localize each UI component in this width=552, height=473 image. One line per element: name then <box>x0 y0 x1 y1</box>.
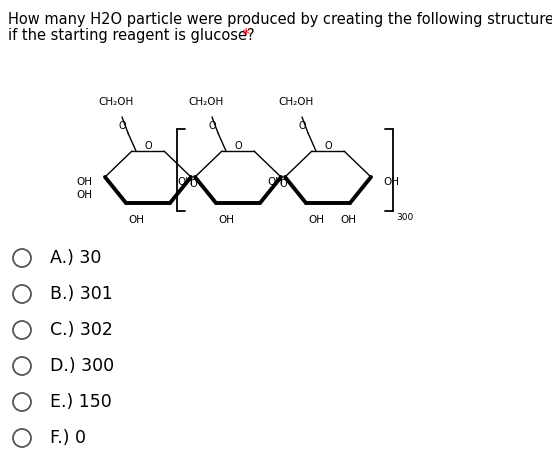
Text: OH: OH <box>340 215 356 225</box>
Text: OH: OH <box>76 190 92 200</box>
Text: O: O <box>118 121 126 131</box>
Text: CH₂OH: CH₂OH <box>98 97 134 107</box>
Text: CH₂OH: CH₂OH <box>278 97 314 107</box>
Text: 300: 300 <box>396 213 413 222</box>
Text: OH: OH <box>128 215 144 225</box>
Text: O: O <box>144 141 152 151</box>
Text: O: O <box>279 179 287 189</box>
Text: F.) 0: F.) 0 <box>50 429 86 447</box>
Text: OH: OH <box>308 215 324 225</box>
Text: D.) 300: D.) 300 <box>50 357 114 375</box>
Text: O: O <box>189 179 197 189</box>
Text: O: O <box>324 141 332 151</box>
Text: *: * <box>238 28 250 43</box>
Text: O: O <box>208 121 216 131</box>
Text: OH: OH <box>383 177 399 187</box>
Text: OH: OH <box>177 177 193 187</box>
Text: E.) 150: E.) 150 <box>50 393 112 411</box>
Text: How many H2O particle were produced by creating the following structure: How many H2O particle were produced by c… <box>8 12 552 27</box>
Text: C.) 302: C.) 302 <box>50 321 113 339</box>
Text: B.) 301: B.) 301 <box>50 285 113 303</box>
Text: CH₂OH: CH₂OH <box>188 97 224 107</box>
Text: OH: OH <box>76 177 92 187</box>
Text: O: O <box>298 121 306 131</box>
Text: OH: OH <box>218 215 234 225</box>
Text: A.) 30: A.) 30 <box>50 249 102 267</box>
Text: OH: OH <box>267 177 283 187</box>
Text: if the starting reagent is glucose?: if the starting reagent is glucose? <box>8 28 254 43</box>
Text: O: O <box>234 141 242 151</box>
